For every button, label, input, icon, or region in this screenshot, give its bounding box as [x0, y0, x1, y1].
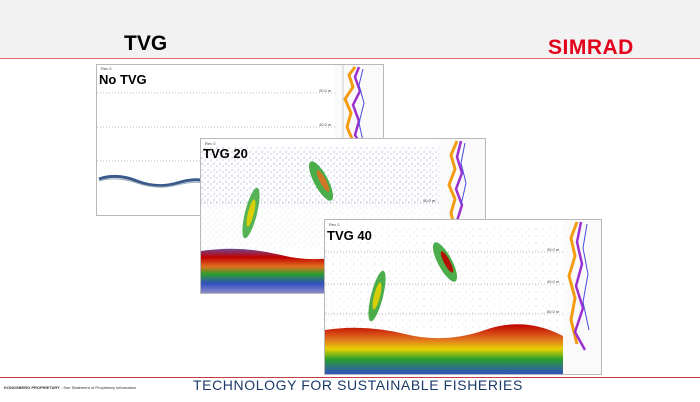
panel-label-tvg-20: TVG 20	[203, 146, 248, 161]
bottom-echo-trace	[98, 174, 208, 188]
power-curve-blue	[582, 223, 590, 331]
power-curve-orange	[447, 140, 459, 230]
panel-label-no-tvg: No TVG	[99, 72, 147, 87]
company-notice: KONGSBERG PROPRIETARY	[4, 385, 60, 390]
depth-tick: 40.0 m	[423, 198, 436, 203]
footer-tagline: TECHNOLOGY FOR SUSTAINABLE FISHERIES	[193, 377, 523, 393]
proprietary-notice: KONGSBERG PROPRIETARY - See Statement of…	[4, 385, 136, 390]
panel-header-text: Rec 0	[329, 222, 340, 227]
bottom-echo-trace-light	[98, 178, 208, 188]
power-curve-orange	[343, 66, 357, 142]
notice-text: - See Statement of Proprietary Informati…	[59, 385, 137, 390]
power-curve-blue	[358, 68, 365, 142]
depth-tick: 20.0 m	[319, 88, 332, 93]
slide-title: TVG	[124, 32, 168, 55]
power-curve-purple	[454, 140, 464, 222]
echogram-tvg-40: Rec 0 20.0 m 40.0 m 60.0 m	[325, 220, 601, 374]
power-graph-area	[563, 220, 601, 374]
power-curve-orange	[567, 221, 579, 345]
seabed-echo	[325, 324, 563, 374]
depth-tick: 40.0 m	[319, 122, 332, 127]
footer-divider	[0, 377, 700, 378]
panel-label-tvg-40: TVG 40	[327, 228, 372, 243]
simrad-logo: SIMRAD	[548, 36, 634, 59]
panel-header-text: Rec 0	[205, 141, 216, 146]
echogram-panel-tvg-40: Rec 0 20.0 m 40.0 m 60.0 m TVG 40	[324, 219, 602, 375]
power-curve-blue	[460, 142, 467, 206]
power-curve-purple	[573, 221, 587, 351]
depth-tick: 40.0 m	[547, 279, 560, 284]
depth-tick: 60.0 m	[547, 309, 560, 314]
header-band	[0, 0, 700, 59]
water-column-noise	[325, 228, 563, 328]
power-curve-purple	[351, 66, 363, 146]
panel-header-text: Rec 0	[101, 66, 112, 71]
depth-tick: 20.0 m	[547, 247, 560, 252]
